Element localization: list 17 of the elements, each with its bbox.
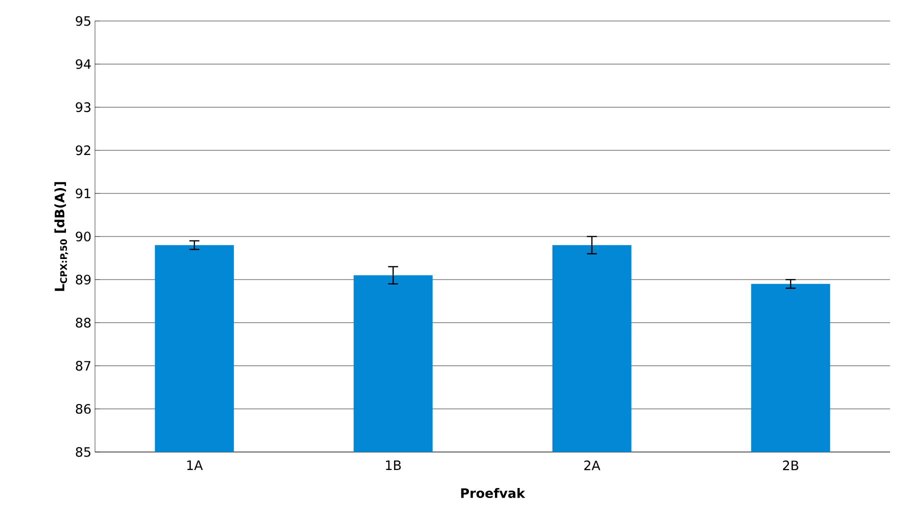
x-axis-title: Proefvak (461, 488, 526, 498)
y-tick-label: 92 (76, 145, 90, 156)
y-tick-label: 86 (76, 404, 91, 414)
x-tick-label: 2B (783, 460, 798, 470)
y-tick-label: 93 (76, 102, 90, 112)
x-tick-label: 1A (187, 460, 203, 470)
y-tick-label: 94 (76, 59, 91, 69)
y-tick-label: 85 (76, 447, 90, 457)
y-axis-title: L$_{CPX:P,50}$ [dB(A)] (54, 182, 68, 291)
y-tick-label: 88 (76, 318, 91, 328)
x-tick-label: 1B (386, 460, 401, 470)
y-tick-label: 89 (76, 274, 91, 284)
y-tick-label: 87 (76, 360, 90, 371)
y-tick-label: 95 (76, 16, 90, 26)
y-tick-label: 90 (76, 232, 91, 242)
x-tick-label: 2A (584, 460, 600, 470)
y-tick-label: 91 (76, 188, 90, 198)
